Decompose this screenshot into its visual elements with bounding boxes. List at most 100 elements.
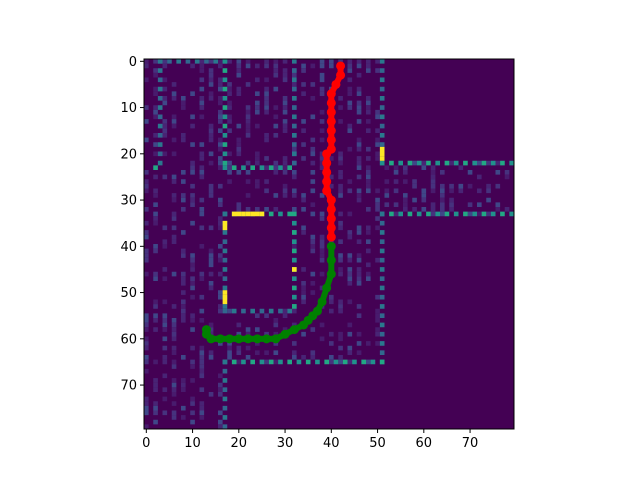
faint-cell (403, 165, 408, 170)
faint-cell (356, 105, 362, 110)
faint-cell (245, 119, 251, 124)
faint-cell (366, 188, 371, 194)
faint-cell (264, 100, 269, 106)
faint-cell (310, 281, 316, 286)
faint-cell (181, 96, 186, 101)
faint-cell (171, 239, 177, 244)
faint-cell (208, 72, 214, 78)
faint-cell (301, 331, 306, 337)
faint-cell (282, 100, 288, 106)
faint-cell (338, 170, 343, 175)
faint-cell (273, 59, 279, 64)
wall-cell (379, 86, 385, 92)
faint-cell (144, 257, 149, 263)
faint-cell (440, 183, 445, 189)
faint-cell (153, 410, 158, 416)
faint-cell (236, 146, 242, 152)
faint-cell (347, 331, 353, 337)
faint-cell (329, 355, 334, 360)
wall-cell (292, 151, 297, 157)
faint-cell (162, 410, 168, 416)
faint-cell (375, 59, 380, 64)
x-tick-label: 0 (142, 436, 150, 451)
path-point (317, 297, 327, 307)
faint-cell (255, 123, 260, 129)
faint-cell (153, 382, 158, 388)
wall-cell (292, 304, 297, 309)
faint-cell (208, 392, 214, 397)
faint-cell (208, 248, 214, 254)
faint-cell (356, 313, 362, 318)
faint-cell (273, 193, 279, 198)
faint-cell (319, 160, 325, 166)
wall-cell (379, 230, 385, 235)
faint-cell (255, 91, 260, 96)
faint-cell (181, 308, 186, 314)
faint-cell (282, 128, 288, 133)
faint-cell (144, 355, 149, 360)
faint-cell (227, 308, 232, 314)
faint-cell (310, 179, 316, 184)
faint-cell (393, 170, 399, 175)
faint-cell (245, 345, 251, 351)
faint-cell (153, 86, 158, 92)
faint-cell (199, 294, 205, 300)
faint-cell (329, 63, 334, 69)
faint-cell (153, 202, 158, 207)
faint-cell (412, 183, 417, 189)
faint-cell (329, 183, 334, 189)
x-tick-label: 60 (416, 436, 433, 451)
faint-cell (190, 197, 195, 203)
faint-cell (347, 345, 353, 351)
wall-cell (379, 68, 385, 73)
faint-cell (384, 193, 390, 198)
faint-cell (310, 202, 316, 207)
faint-cell (144, 77, 149, 83)
faint-cell (144, 105, 149, 110)
faint-cell (144, 313, 149, 318)
faint-cell (171, 415, 177, 420)
faint-cell (144, 207, 149, 212)
faint-cell (301, 290, 306, 295)
faint-cell (356, 304, 362, 309)
faint-cell (273, 114, 279, 120)
faint-cell (153, 378, 158, 383)
faint-cell (227, 170, 232, 175)
path-point (336, 61, 346, 71)
faint-cell (301, 82, 306, 87)
faint-cell (301, 142, 306, 147)
faint-cell (430, 165, 436, 170)
faint-cell (199, 271, 205, 277)
faint-cell (282, 160, 288, 166)
faint-cell (338, 160, 343, 166)
faint-cell (218, 225, 223, 231)
faint-cell (153, 151, 158, 157)
faint-cell (319, 239, 325, 244)
faint-cell (430, 202, 436, 207)
wall-cell (222, 239, 228, 244)
faint-cell (245, 123, 251, 129)
wall-cell (241, 359, 246, 365)
faint-cell (310, 82, 316, 87)
faint-cell (236, 170, 242, 175)
faint-cell (477, 211, 482, 217)
wall-cell (157, 105, 163, 110)
faint-cell (273, 105, 279, 110)
faint-cell (162, 225, 168, 231)
highlight-cell (222, 225, 228, 231)
faint-cell (218, 419, 223, 425)
faint-cell (218, 160, 223, 166)
faint-cell (375, 318, 380, 323)
faint-cell (338, 253, 343, 258)
wall-cell (352, 359, 357, 365)
faint-cell (301, 281, 306, 286)
faint-cell (292, 322, 297, 328)
faint-cell (264, 63, 269, 69)
faint-cell (171, 123, 177, 129)
faint-cell (162, 345, 168, 351)
faint-cell (162, 123, 168, 129)
faint-cell (245, 170, 251, 175)
faint-cell (282, 119, 288, 124)
highlight-cell (292, 267, 297, 272)
highlight-cell (231, 211, 237, 217)
